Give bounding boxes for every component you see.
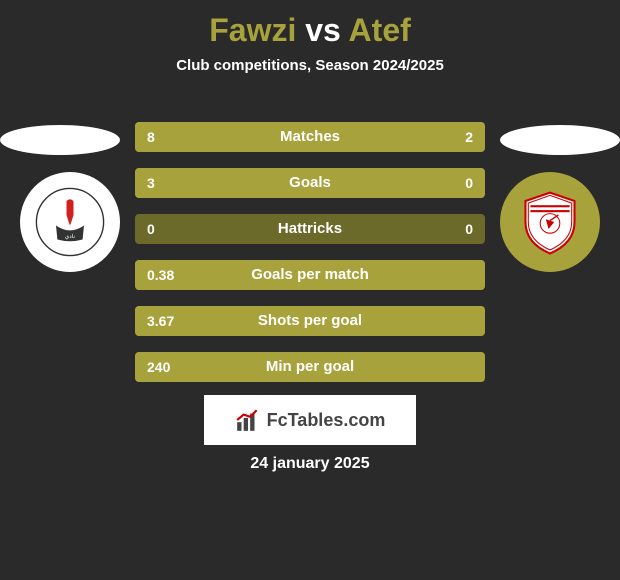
title-vs: vs <box>305 12 341 48</box>
stat-val-left: 8 <box>147 122 155 152</box>
left-team-badge: نادي <box>20 172 120 272</box>
page-title: Fawzi vs Atef <box>0 0 620 49</box>
left-ellipse-decor <box>0 125 120 155</box>
stat-val-left: 0.38 <box>147 260 174 290</box>
date-label: 24 january 2025 <box>0 455 620 473</box>
right-ellipse-decor <box>500 125 620 155</box>
right-team-badge <box>500 172 600 272</box>
stat-label: Min per goal <box>135 352 485 382</box>
stat-label: Shots per goal <box>135 306 485 336</box>
stat-val-left: 240 <box>147 352 170 382</box>
svg-text:نادي: نادي <box>65 233 76 240</box>
stat-val-right: 0 <box>465 214 473 244</box>
stat-row: Matches8 2 <box>135 122 485 152</box>
stat-row: Hattricks0 0 <box>135 214 485 244</box>
stat-label: Matches <box>135 122 485 152</box>
right-badge-icon <box>515 187 585 257</box>
title-player1: Fawzi <box>209 12 296 48</box>
stat-row: Goals3 0 <box>135 168 485 198</box>
stat-label: Goals <box>135 168 485 198</box>
stat-row: Shots per goal3.67 <box>135 306 485 336</box>
stat-val-left: 3.67 <box>147 306 174 336</box>
stat-label: Goals per match <box>135 260 485 290</box>
subtitle: Club competitions, Season 2024/2025 <box>0 57 620 74</box>
left-badge-icon: نادي <box>35 187 105 257</box>
chart-icon <box>235 407 261 433</box>
stat-val-left: 0 <box>147 214 155 244</box>
stat-val-right: 2 <box>465 122 473 152</box>
title-player2: Atef <box>349 12 411 48</box>
site-badge-text: FcTables.com <box>267 410 386 431</box>
stat-val-left: 3 <box>147 168 155 198</box>
stat-row: Goals per match0.38 <box>135 260 485 290</box>
stat-row: Min per goal240 <box>135 352 485 382</box>
stat-val-right: 0 <box>465 168 473 198</box>
site-badge[interactable]: FcTables.com <box>204 395 416 445</box>
stats-table: Matches82Goals30Hattricks00Goals per mat… <box>135 122 485 398</box>
stat-label: Hattricks <box>135 214 485 244</box>
